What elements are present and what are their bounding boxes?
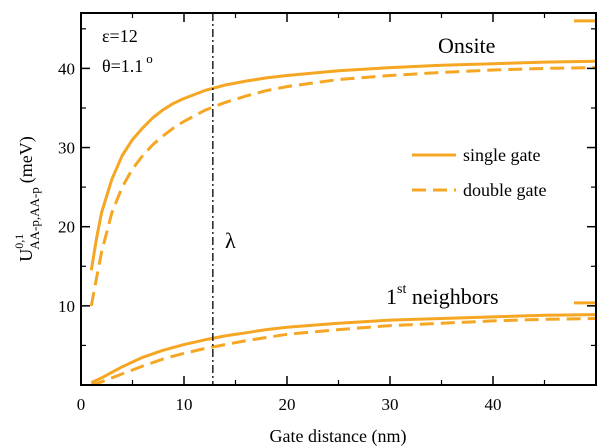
- theta-degree: o: [146, 51, 153, 66]
- x-tick-label: 10: [176, 395, 193, 414]
- series-onsite-solid: [91, 61, 596, 270]
- neighbors-prefix: 1: [386, 284, 397, 309]
- x-tick-label: 40: [485, 395, 502, 414]
- y-axis-label-sub: AA-p,AA-p: [27, 187, 42, 249]
- svg-text:U0,1AA-p,AA-p(meV): U0,1AA-p,AA-p(meV): [12, 136, 42, 261]
- series-neighbors-dashed: [91, 319, 596, 386]
- neighbors-annotation: 1st neighbors: [386, 282, 499, 309]
- y-axis-label: U0,1AA-p,AA-p(meV): [12, 136, 42, 261]
- theta-value: θ=1.1: [102, 56, 143, 76]
- y-tick-label: 20: [58, 218, 75, 237]
- x-axis-label: Gate distance (nm): [270, 426, 407, 447]
- y-tick-label: 40: [58, 59, 75, 78]
- lambda-annotation: λ: [225, 228, 236, 253]
- y-axis-label-sup: 0,1: [12, 234, 26, 249]
- x-tick-label: 0: [77, 395, 86, 414]
- neighbors-sup: st: [397, 282, 406, 297]
- neighbors-suffix: neighbors: [406, 284, 498, 309]
- y-tick-label: 30: [58, 139, 75, 158]
- x-tick-label: 20: [279, 395, 296, 414]
- series-neighbors-solid: [91, 315, 596, 383]
- y-axis-label-unit: (meV): [16, 136, 37, 183]
- onsite-annotation: Onsite: [438, 33, 495, 58]
- y-tick-label: 10: [58, 297, 75, 316]
- legend: single gate double gate: [412, 145, 546, 200]
- x-tick-label: 30: [382, 395, 399, 414]
- legend-label-dashed: double gate: [463, 180, 546, 200]
- epsilon-annotation: ε=12: [102, 26, 138, 46]
- theta-annotation: θ=1.1 o: [102, 51, 153, 76]
- legend-label-solid: single gate: [463, 145, 540, 165]
